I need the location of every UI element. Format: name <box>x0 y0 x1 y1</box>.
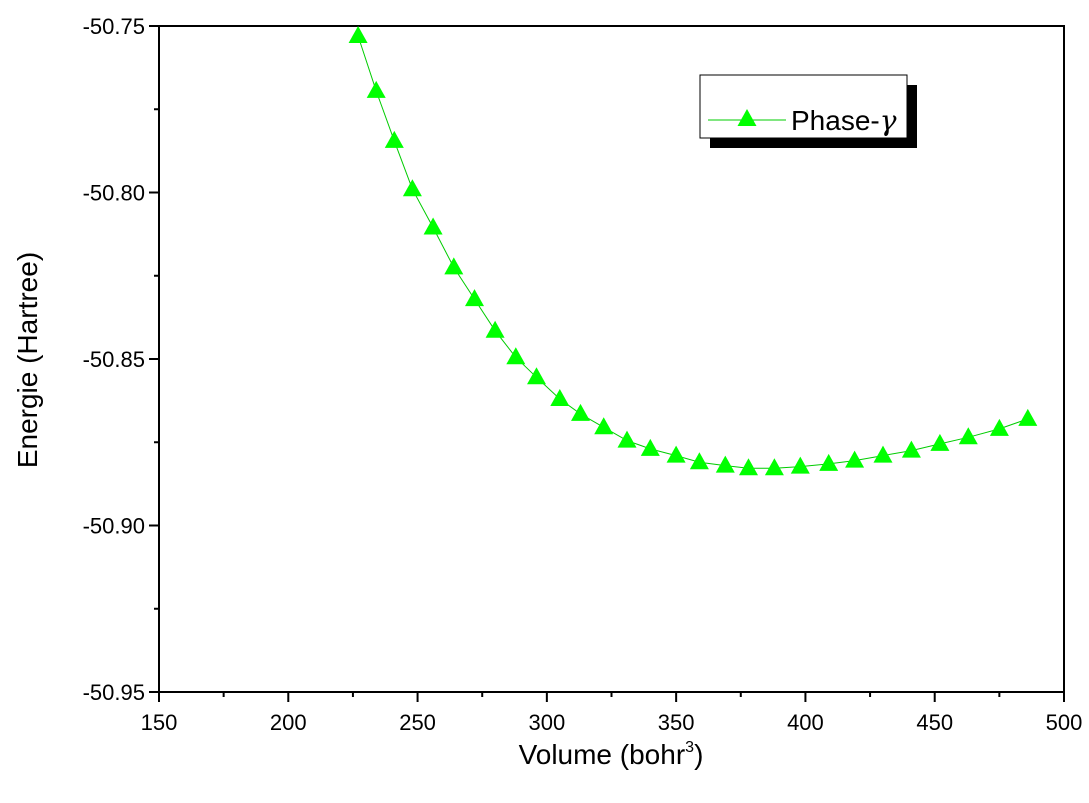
x-axis-title: Volume (bohr3) <box>519 739 704 770</box>
data-point-triangle <box>506 347 526 365</box>
data-point-triangle <box>640 438 660 456</box>
data-point-triangle <box>348 26 368 43</box>
data-point-triangle <box>930 433 950 451</box>
y-axis-title: Energie (Hartree) <box>12 252 43 468</box>
x-tick-label: 300 <box>528 710 565 735</box>
legend-entry-label: Phase-γ <box>791 104 897 137</box>
y-tick-label: -50.80 <box>83 181 145 206</box>
x-tick-label: 250 <box>399 710 436 735</box>
data-point-triangle <box>989 418 1009 436</box>
data-point-triangle <box>485 320 505 338</box>
data-point-triangle <box>1018 408 1038 426</box>
y-tick-label: -50.85 <box>83 347 145 372</box>
data-point-triangle <box>873 445 893 463</box>
x-tick-label: 500 <box>1046 710 1083 735</box>
legend-marker-triangle <box>737 109 757 126</box>
plot-frame <box>158 25 1065 693</box>
legend-entry-gamma: γ <box>880 104 897 137</box>
data-point-triangle <box>402 179 422 197</box>
data-point-triangle <box>958 427 978 445</box>
data-point-triangle <box>384 130 404 148</box>
x-tick-label: 150 <box>141 710 178 735</box>
data-point-triangle <box>845 450 865 468</box>
data-point-triangle <box>444 257 464 275</box>
x-axis-title-superscript: 3 <box>685 739 694 756</box>
data-point-triangle <box>819 453 839 471</box>
data-point-triangle <box>739 458 758 476</box>
legend-entry-name: Phase- <box>791 105 880 136</box>
data-point-triangle <box>550 389 570 406</box>
data-point-triangle <box>423 217 443 235</box>
series-layer <box>348 26 1038 476</box>
x-tick-label: 450 <box>916 710 953 735</box>
data-point-triangle <box>594 417 614 435</box>
data-point-triangle <box>571 403 590 421</box>
data-point-triangle <box>465 289 484 307</box>
data-point-triangle <box>666 445 686 463</box>
series-line <box>357 35 1028 469</box>
axis-ticks <box>149 25 1065 702</box>
data-point-triangle <box>527 367 546 385</box>
data-point-triangle <box>366 80 386 98</box>
x-tick-label: 400 <box>787 710 824 735</box>
legend-box <box>699 74 908 139</box>
data-point-triangle <box>617 430 637 448</box>
x-axis-title-close: ) <box>694 739 703 770</box>
legend: Phase-γ <box>699 74 917 148</box>
y-tick-label: -50.95 <box>83 680 145 705</box>
data-point-triangle <box>715 455 735 473</box>
x-tick-label: 200 <box>270 710 307 735</box>
data-point-triangle <box>901 440 921 458</box>
data-point-triangle <box>790 456 810 474</box>
x-tick-label: 350 <box>658 710 695 735</box>
data-point-triangle <box>764 458 784 476</box>
y-tick-label: -50.75 <box>83 14 145 39</box>
x-axis-title-main: Volume (bohr <box>519 739 686 770</box>
data-point-triangle <box>689 452 709 470</box>
tick-labels: 150 200 250 300 350 400 450 500 -50.75 -50.80 -50.… <box>83 14 1083 735</box>
y-tick-label: -50.90 <box>83 514 145 539</box>
